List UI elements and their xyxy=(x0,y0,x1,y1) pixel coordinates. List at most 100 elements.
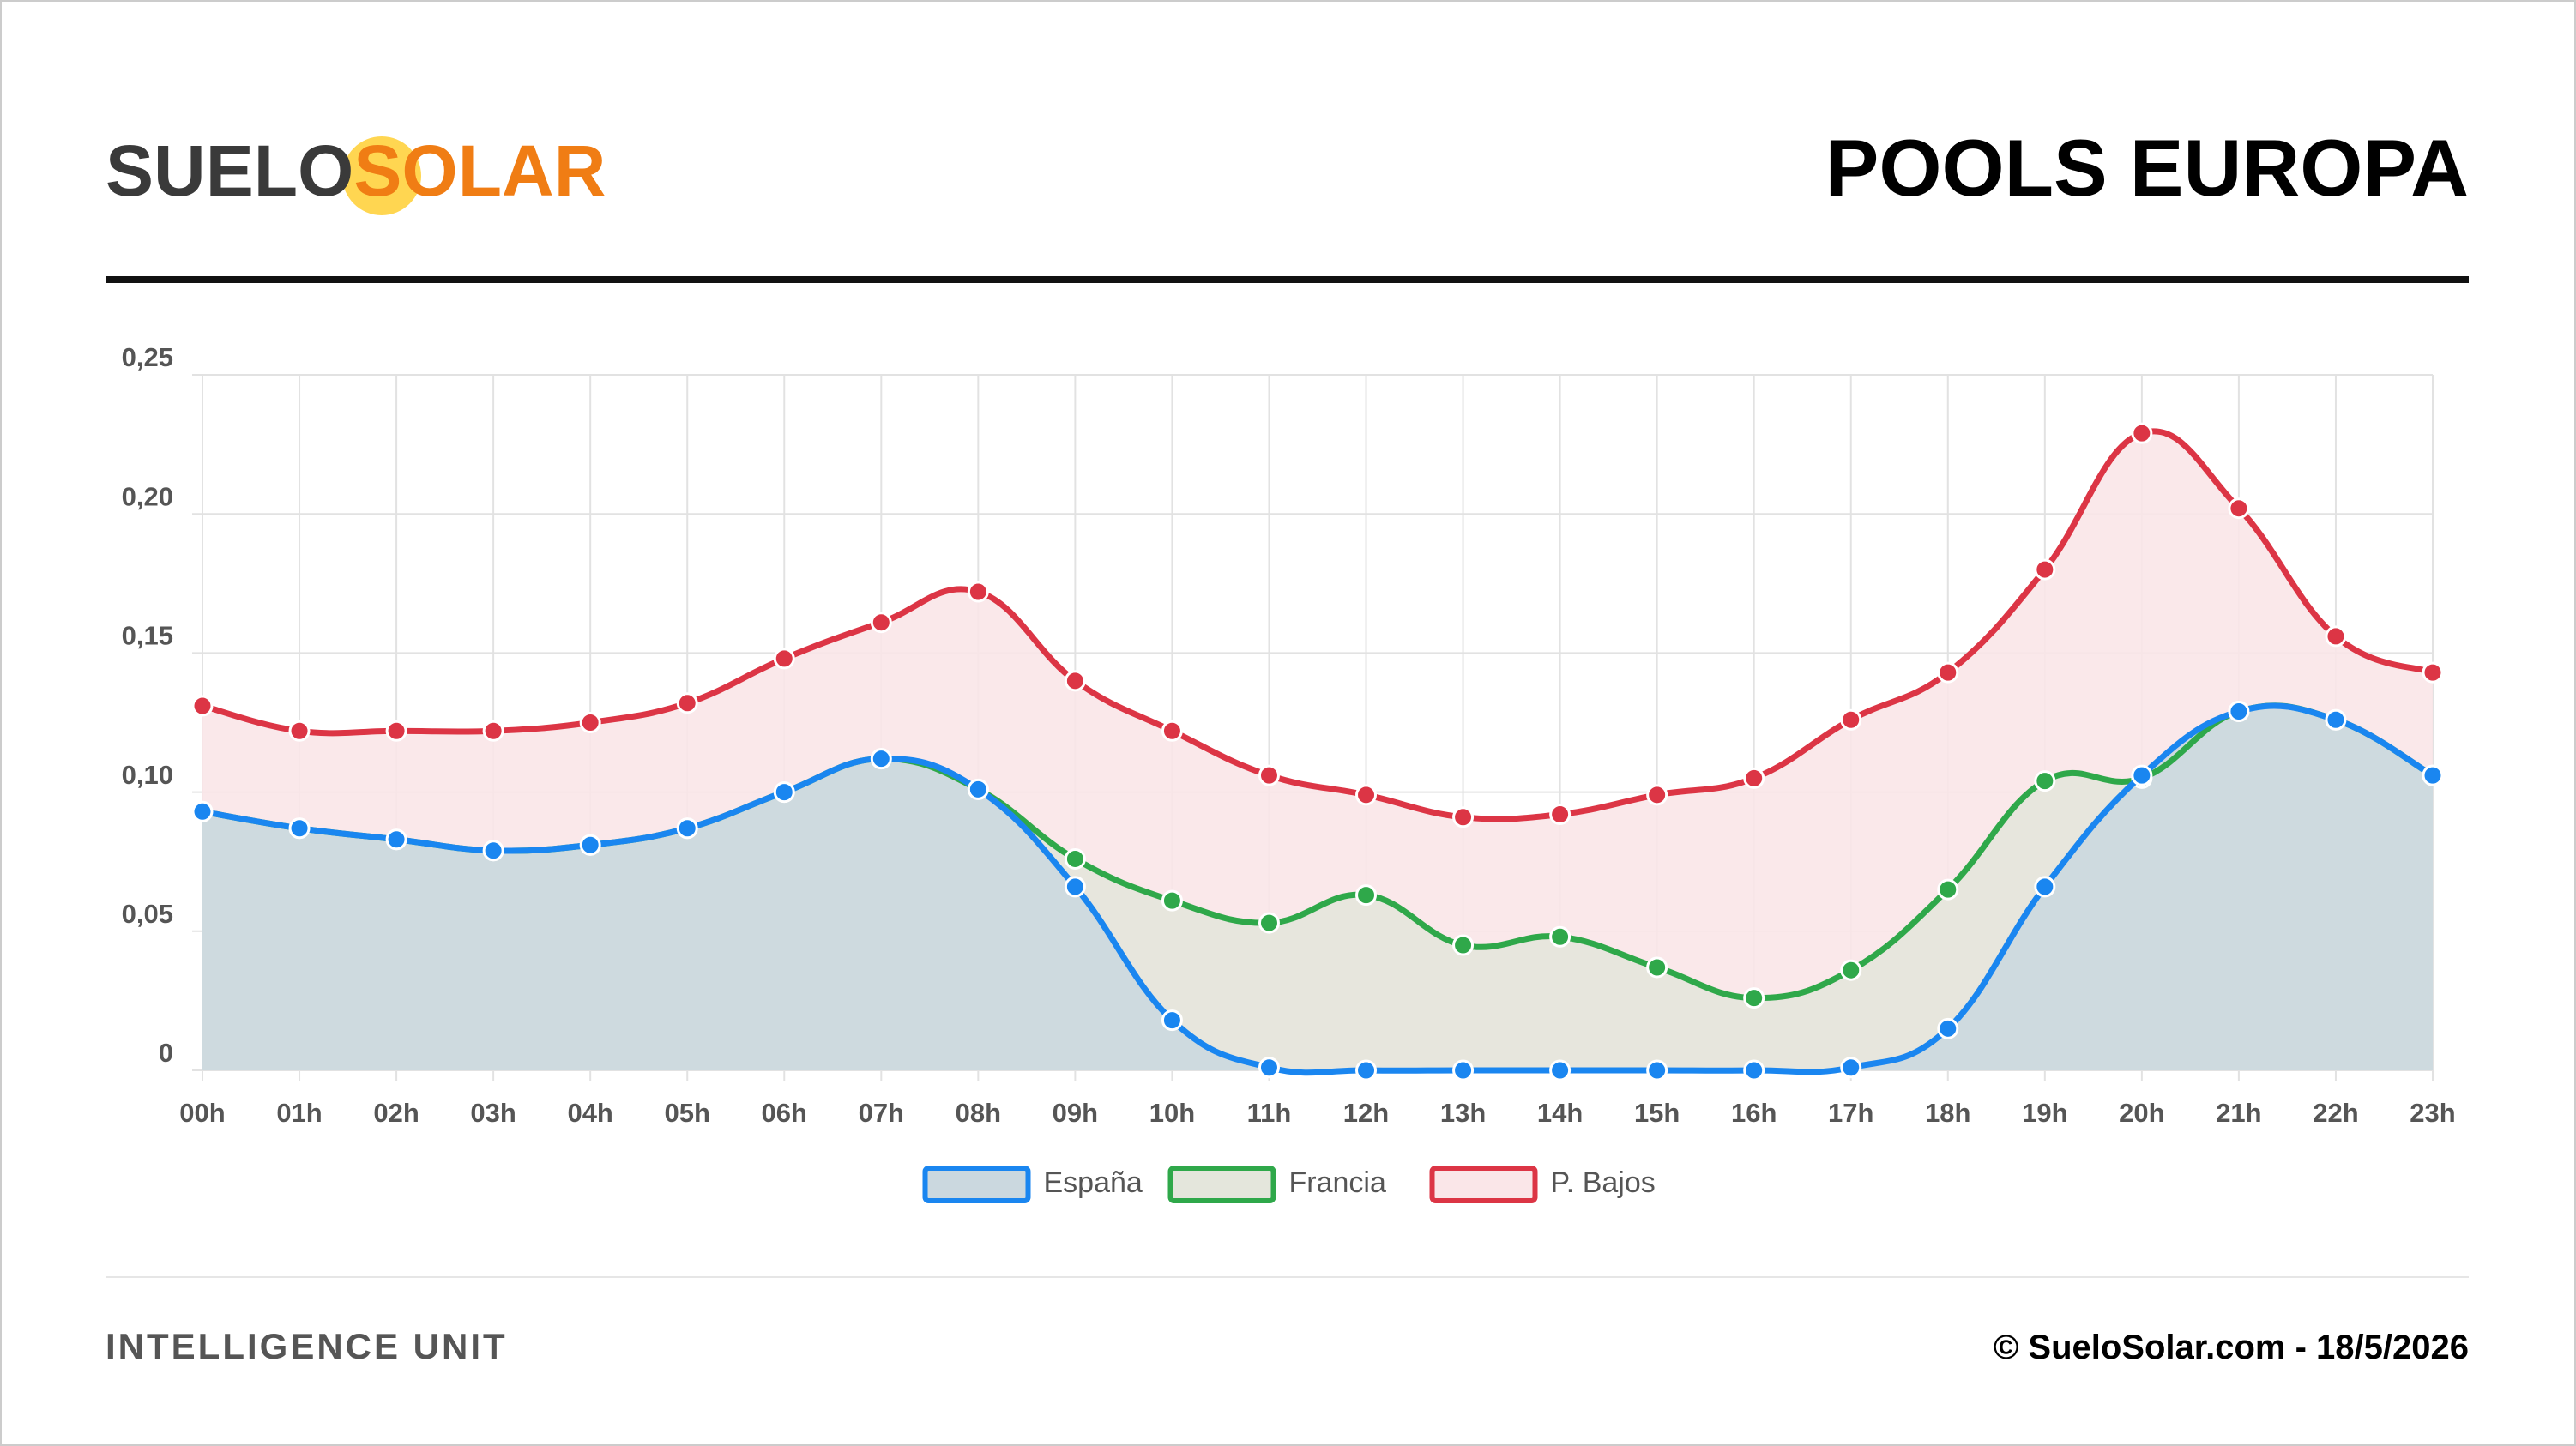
x-tick-label: 14h xyxy=(1537,1098,1583,1128)
x-tick-label: 05h xyxy=(665,1098,710,1128)
point xyxy=(1064,670,1086,692)
point xyxy=(1840,1057,1862,1079)
x-tick-label: 17h xyxy=(1828,1098,1873,1128)
x-tick-label: 16h xyxy=(1731,1098,1777,1128)
logo-sun xyxy=(342,136,421,215)
x-tick-label: 23h xyxy=(2410,1098,2455,1128)
area xyxy=(202,705,2433,1073)
point xyxy=(1646,1059,1668,1081)
point xyxy=(1840,708,1862,731)
x-tick-label: 08h xyxy=(956,1098,1001,1128)
legend-label[interactable]: P. Bajos xyxy=(1551,1166,1656,1199)
point xyxy=(1258,1057,1280,1079)
point xyxy=(773,781,795,804)
y-tick-label: 0,15 xyxy=(122,621,173,651)
x-tick-label: 22h xyxy=(2313,1098,2358,1128)
x-tick-label: 09h xyxy=(1053,1098,1098,1128)
point xyxy=(288,720,311,742)
point xyxy=(1064,847,1086,870)
point xyxy=(1355,1059,1378,1081)
point xyxy=(1355,784,1378,806)
point xyxy=(1937,661,1959,684)
x-tick-label: 19h xyxy=(2022,1098,2067,1128)
y-tick-label: 0,25 xyxy=(122,342,173,372)
point xyxy=(288,817,311,840)
point xyxy=(1646,784,1668,806)
point xyxy=(482,720,504,742)
y-tick-label: 0,20 xyxy=(122,481,173,511)
header-rule xyxy=(106,276,2469,283)
logo-part: SOLAR xyxy=(353,130,606,211)
point xyxy=(191,695,214,717)
point xyxy=(2422,661,2444,684)
point xyxy=(1452,934,1475,956)
point xyxy=(1549,1059,1572,1081)
x-tick-label: 03h xyxy=(470,1098,516,1128)
x-tick-label: 04h xyxy=(567,1098,612,1128)
point xyxy=(2228,497,2250,520)
point xyxy=(2325,625,2347,648)
point xyxy=(1646,956,1668,979)
point xyxy=(385,828,407,851)
point xyxy=(1161,889,1183,912)
point xyxy=(1743,1059,1765,1081)
x-tick-label: 10h xyxy=(1149,1098,1195,1128)
point xyxy=(2325,708,2347,731)
x-tick-label: 11h xyxy=(1247,1098,1292,1128)
y-tick-label: 0,10 xyxy=(122,760,173,790)
point xyxy=(191,800,214,822)
x-tick-label: 01h xyxy=(276,1098,322,1128)
point xyxy=(579,834,601,856)
point xyxy=(1355,884,1378,907)
point xyxy=(1743,987,1765,1009)
point xyxy=(2034,770,2056,792)
legend-swatch xyxy=(1167,1166,1276,1203)
x-tick-label: 20h xyxy=(2119,1098,2164,1128)
point xyxy=(2422,764,2444,786)
legend-swatch xyxy=(1429,1166,1538,1203)
point xyxy=(1258,912,1280,934)
point xyxy=(385,720,407,742)
point xyxy=(676,692,698,714)
point xyxy=(1452,1059,1475,1081)
point xyxy=(967,778,989,800)
point xyxy=(482,840,504,862)
legend-swatch xyxy=(922,1166,1031,1203)
x-tick-label: 15h xyxy=(1634,1098,1680,1128)
point xyxy=(1258,764,1280,786)
point xyxy=(2131,764,2153,786)
x-tick-label: 21h xyxy=(2216,1098,2261,1128)
x-tick-label: 07h xyxy=(859,1098,904,1128)
point xyxy=(579,712,601,733)
y-tick-label: 0 xyxy=(159,1038,173,1068)
point xyxy=(967,581,989,603)
y-tick-label: 0,05 xyxy=(122,899,173,929)
point xyxy=(773,648,795,670)
plot: 0 0,05 0,10 0,15 0,20 0,25 00h 01h 02h 03h 04h 05h 0… xyxy=(122,342,2456,1203)
point xyxy=(2228,701,2250,723)
legend-label[interactable]: España xyxy=(1044,1166,1143,1199)
point xyxy=(1161,1009,1183,1032)
logo-part: SUELO xyxy=(106,130,353,211)
point xyxy=(1161,720,1183,742)
point xyxy=(1840,959,1862,981)
point xyxy=(676,817,698,840)
x-tick-label: 02h xyxy=(373,1098,419,1128)
x-tick-label: 13h xyxy=(1440,1098,1486,1128)
footer-rule xyxy=(106,1276,2469,1278)
page-title: POOLS EUROPA xyxy=(1825,123,2469,213)
point xyxy=(1937,878,1959,901)
point xyxy=(2131,422,2153,444)
point xyxy=(870,612,892,634)
point xyxy=(2034,558,2056,581)
point xyxy=(1064,876,1086,898)
point xyxy=(2034,876,2056,898)
logo: SUELOSOLAR xyxy=(106,130,606,211)
point xyxy=(1549,804,1572,826)
x-tick-label: 00h xyxy=(179,1098,225,1128)
legend-label[interactable]: Francia xyxy=(1289,1166,1386,1199)
point xyxy=(1743,767,1765,789)
point xyxy=(1937,1017,1959,1039)
x-tick-label: 06h xyxy=(762,1098,807,1128)
